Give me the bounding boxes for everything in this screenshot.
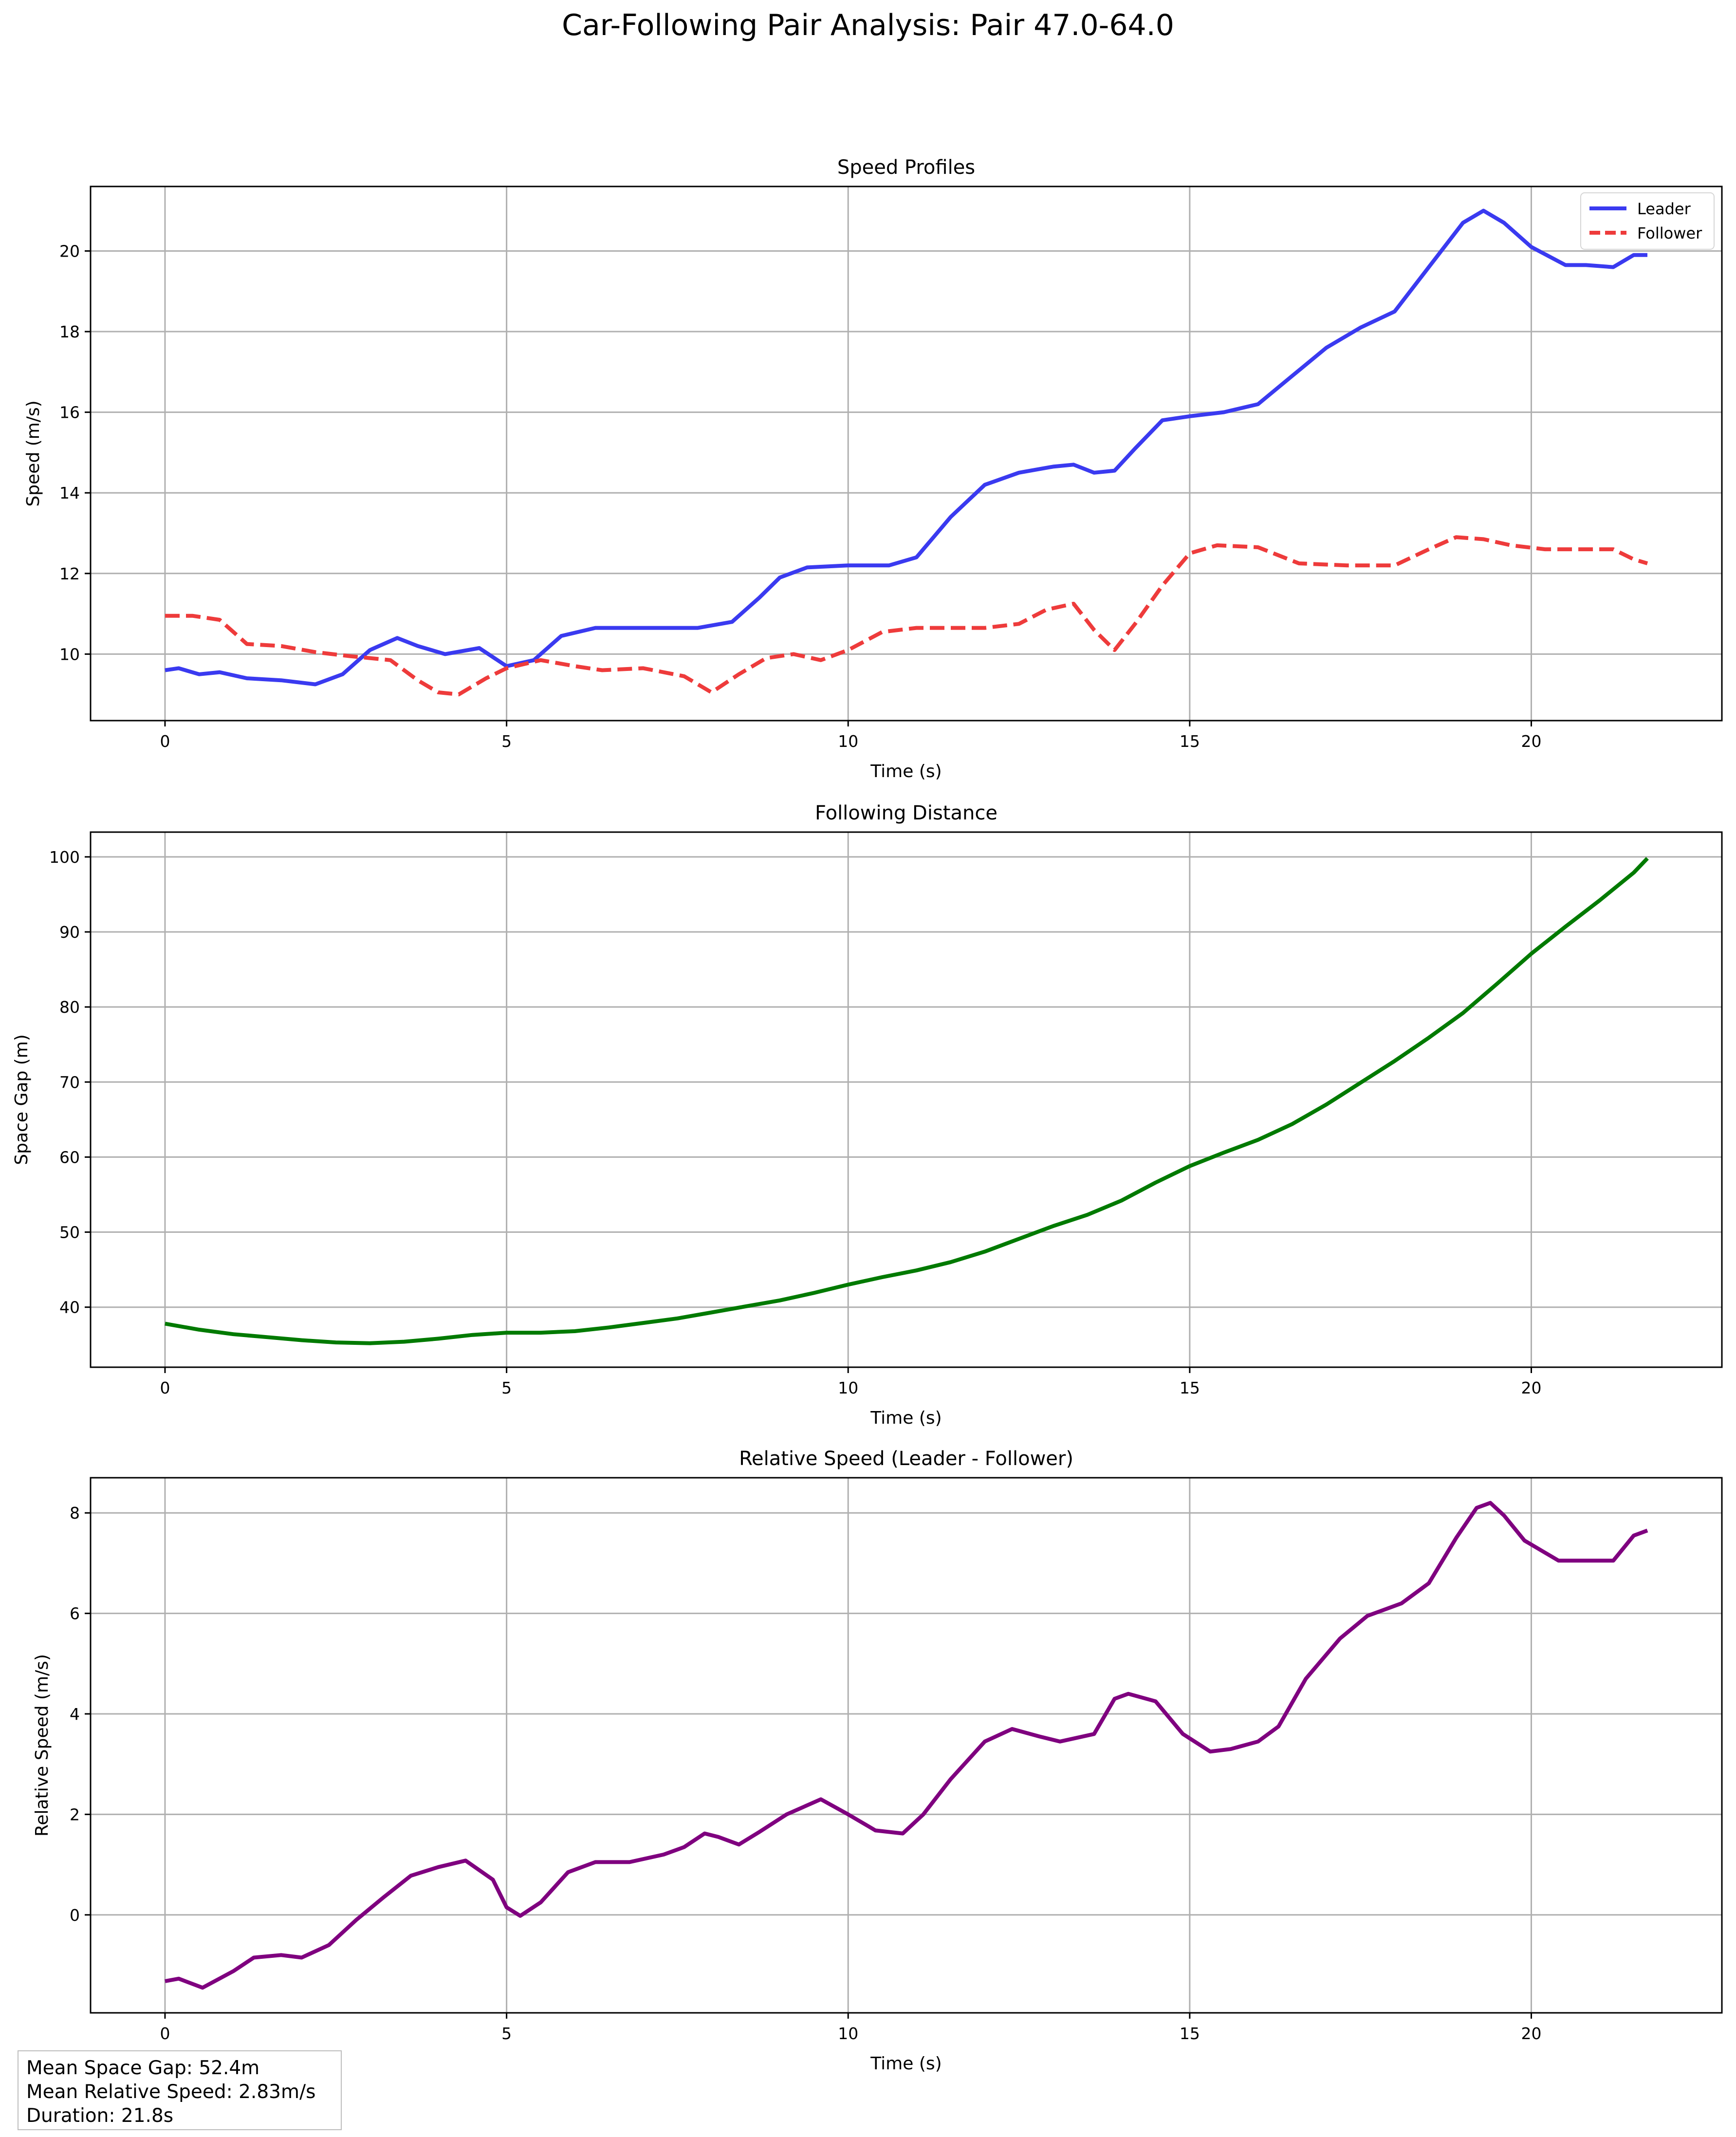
x-tick-label: 15: [1180, 2024, 1200, 2043]
series-line-1: [165, 857, 1649, 1345]
x-tick-label: 10: [838, 732, 858, 751]
y-tick-label: 6: [70, 1604, 80, 1623]
panel-relative-speed-leader-follower: 0 5 10 15 20 0 2 4 6 8 Relative Speed (Leader - Fo…: [32, 1448, 1723, 2074]
x-axis-label: Time (s): [870, 1408, 942, 1428]
x-tick-label: 5: [501, 732, 512, 751]
y-tick-label: 0: [70, 1906, 80, 1925]
x-tick-label: 0: [160, 732, 170, 751]
y-tick-label: 14: [59, 483, 80, 502]
x-tick-label: 0: [160, 1378, 170, 1397]
y-tick-label: 16: [59, 403, 80, 422]
y-axis-label: Relative Speed (m/s): [32, 1654, 52, 1837]
axes-frame: [90, 1477, 1723, 2014]
x-axis-label: Time (s): [870, 2054, 942, 2074]
legend-label-leader: Leader: [1637, 200, 1691, 218]
mean-relative-speed-text: Mean Relative Speed: 2.83m/s: [26, 2081, 316, 2103]
x-tick-label: 0: [160, 2024, 170, 2043]
y-tick-label: 10: [59, 645, 80, 664]
legend: Leader Follower: [1580, 192, 1715, 250]
duration-text: Duration: 21.8s: [26, 2105, 174, 2127]
y-tick-label: 50: [59, 1223, 80, 1242]
panel-title: Relative Speed (Leader - Follower): [739, 1448, 1073, 1470]
x-tick-label: 20: [1521, 1378, 1541, 1397]
y-axis-label: Speed (m/s): [23, 400, 43, 506]
x-axis-label: Time (s): [870, 762, 942, 781]
panel-title: Speed Profiles: [837, 156, 975, 179]
x-tick-label: 15: [1180, 732, 1200, 751]
stats-box: Mean Space Gap: 52.4m Mean Relative Spee…: [18, 2050, 342, 2130]
y-tick-label: 8: [70, 1504, 80, 1523]
y-tick-label: 90: [59, 923, 80, 942]
y-tick-label: 60: [59, 1148, 80, 1167]
x-tick-label: 15: [1180, 1378, 1200, 1397]
y-tick-label: 2: [70, 1805, 80, 1824]
figure-title: Car-Following Pair Analysis: Pair 47.0-6…: [562, 8, 1174, 42]
plot-area: [91, 186, 1722, 721]
series-line-follower: [165, 535, 1648, 697]
y-tick-label: 12: [59, 564, 80, 583]
x-tick-label: 10: [838, 2024, 858, 2043]
x-tick-label: 10: [838, 1378, 858, 1397]
y-tick-label: 70: [59, 1073, 80, 1092]
axes-frame: [90, 186, 1723, 722]
y-tick-label: 80: [59, 998, 80, 1017]
panel-title: Following Distance: [815, 802, 997, 824]
legend-label-follower: Follower: [1637, 224, 1702, 242]
y-tick-label: 18: [59, 322, 80, 341]
y-tick-label: 20: [59, 242, 80, 260]
y-tick-label: 40: [59, 1298, 80, 1317]
panel-speed-profiles: 0 5 10 15 20 10 12 14 16 18 20 Speed Profiles Time (…: [23, 156, 1723, 781]
mean-space-gap-text: Mean Space Gap: 52.4m: [26, 2057, 260, 2079]
series-line-1: [165, 1501, 1648, 1990]
y-axis-label: Space Gap (m): [12, 1034, 32, 1165]
x-tick-label: 5: [501, 1378, 512, 1397]
panel-following-distance: 0 5 10 15 20 40 50 60 70 80 90 100 Following Distanc…: [12, 802, 1723, 1428]
axes-frame: [90, 831, 1723, 1368]
x-tick-label: 20: [1521, 732, 1541, 751]
series-line-leader: [165, 208, 1647, 687]
x-tick-label: 5: [501, 2024, 512, 2043]
plot-area: [91, 832, 1722, 1367]
y-tick-label: 4: [70, 1705, 80, 1724]
y-tick-label: 100: [49, 848, 80, 867]
plot-area: [91, 1478, 1722, 2013]
x-tick-label: 20: [1521, 2024, 1541, 2043]
